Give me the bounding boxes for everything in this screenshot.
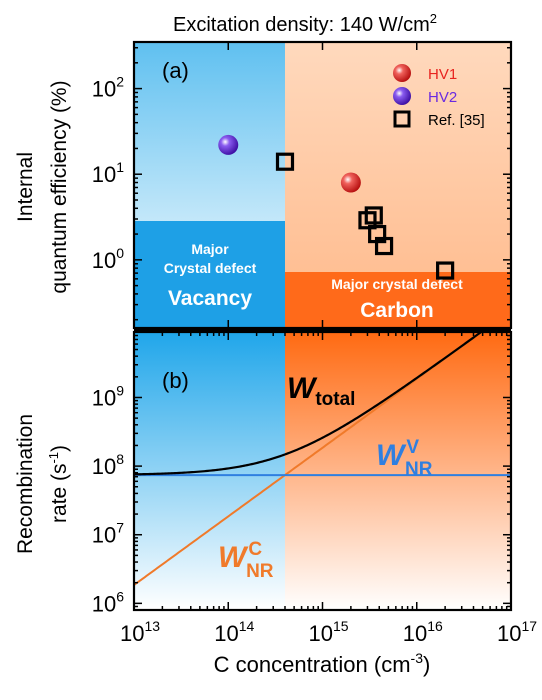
legend-ref-label: Ref. [35] <box>428 112 485 129</box>
legend: HV1 HV2 Ref. [35] <box>393 64 485 129</box>
legend-hv2-label: HV2 <box>428 89 457 106</box>
data-point-ref-1 <box>275 152 295 171</box>
vacancy-label-line1: Major <box>191 241 229 257</box>
vacancy-label-big: Vacancy <box>168 287 252 310</box>
w-total-label: Wtotal <box>287 372 355 410</box>
carbon-label-line1: Major crystal defect <box>331 276 463 292</box>
x-tick-label: 1017 <box>497 618 537 646</box>
w-nr-v-label: W V NR <box>376 437 433 480</box>
y-tick-label-a: 100 <box>92 245 124 273</box>
panel-a-points <box>218 134 455 280</box>
region-labels: Major Crystal defect Vacancy Major cryst… <box>164 241 463 322</box>
figure-title: Excitation density: 140 W/cm2 <box>173 11 437 36</box>
panel-a-label: (a) <box>162 58 189 83</box>
x-tick-label: 1013 <box>120 618 160 646</box>
carbon-label-big: Carbon <box>360 299 434 322</box>
panel-b-label: (b) <box>162 368 189 393</box>
legend-hv2-marker <box>393 87 411 105</box>
x-tick-label: 1014 <box>214 618 254 646</box>
y-tick-label-b: 109 <box>92 382 124 410</box>
data-point-hv1 <box>340 172 361 193</box>
axes: 1013 1014 1015 1016 1017 102 101 100 109 108 107 10… <box>92 40 537 646</box>
y-tick-label-b: 106 <box>92 588 124 616</box>
panel-b-ylabel-line1: Recombination <box>14 414 37 554</box>
x-tick-label: 1016 <box>403 618 443 646</box>
vacancy-label-box <box>134 221 285 328</box>
w-total-line <box>134 332 484 476</box>
vacancy-label-line2: Crystal defect <box>164 260 257 276</box>
data-point-hv2 <box>218 134 239 155</box>
panel-a-ylabel-line1: Internal <box>14 152 37 222</box>
y-tick-label-a: 101 <box>92 159 124 187</box>
data-point-ref-6 <box>436 261 455 280</box>
y-tick-label-a: 102 <box>92 74 124 102</box>
legend-hv1-marker <box>393 64 411 82</box>
panel-b-background <box>134 332 511 610</box>
legend-hv1-label: HV1 <box>428 66 457 83</box>
panel-b-lines <box>134 332 511 586</box>
carbon-label-box <box>284 272 511 328</box>
x-tick-label: 1015 <box>308 618 348 646</box>
carbon-region-b <box>284 332 511 610</box>
x-axis-label: C concentration (cm-3) <box>214 650 431 677</box>
panel-a-ylabel-line2: quantum efficiency (%) <box>48 80 71 293</box>
legend-ref-marker <box>393 110 411 128</box>
w-nr-c-label: W C NR <box>218 539 274 582</box>
panel-b-ylabel-line2: rate (s-1) <box>46 445 71 523</box>
data-point-ref-3 <box>358 211 377 230</box>
y-tick-label-b: 107 <box>92 520 124 548</box>
data-point-ref-5 <box>374 236 394 256</box>
y-tick-label-b: 108 <box>92 451 124 479</box>
